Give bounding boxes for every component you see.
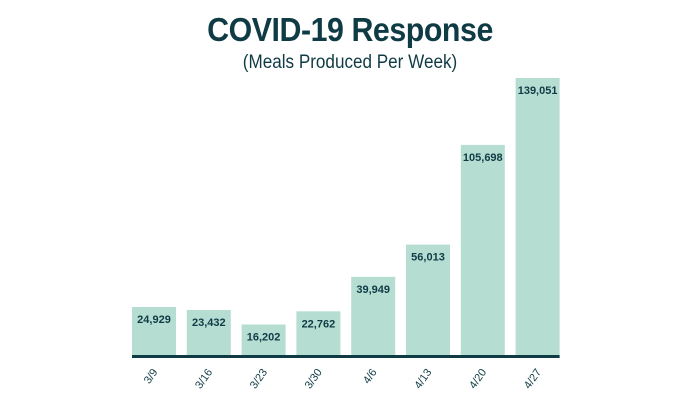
chart-title: COVID-19 Response bbox=[207, 11, 493, 48]
bar-3-23 bbox=[241, 324, 286, 357]
bar-3-9 bbox=[132, 306, 176, 357]
bar-4-13 bbox=[406, 244, 450, 357]
chart-subtitle: (Meals Produced Per Week) bbox=[242, 52, 458, 73]
x-tick-label: 4/27 bbox=[522, 367, 544, 391]
x-tick-label: 3/30 bbox=[303, 367, 325, 391]
x-tick-label: 4/13 bbox=[412, 367, 434, 391]
data-label: 139,051 bbox=[518, 85, 558, 97]
bar-3-30 bbox=[296, 311, 341, 357]
data-label: 39,949 bbox=[356, 284, 390, 296]
x-tick-label: 3/9 bbox=[142, 367, 161, 386]
x-tick-label: 4/6 bbox=[361, 367, 380, 386]
x-tick-label: 3/16 bbox=[193, 367, 215, 391]
x-tick-label: 4/20 bbox=[467, 367, 489, 391]
data-label: 24,929 bbox=[137, 314, 171, 326]
bar-3-16 bbox=[186, 309, 231, 357]
bar-4-6 bbox=[351, 276, 396, 357]
bar-4-27 bbox=[515, 78, 560, 357]
data-label: 56,013 bbox=[411, 252, 445, 264]
data-label: 23,432 bbox=[192, 317, 226, 329]
data-label: 105,698 bbox=[463, 152, 503, 164]
data-label: 16,202 bbox=[247, 331, 281, 343]
bar-4-20 bbox=[460, 144, 505, 357]
x-tick-label: 3/23 bbox=[248, 367, 270, 391]
data-label: 22,762 bbox=[302, 318, 336, 330]
